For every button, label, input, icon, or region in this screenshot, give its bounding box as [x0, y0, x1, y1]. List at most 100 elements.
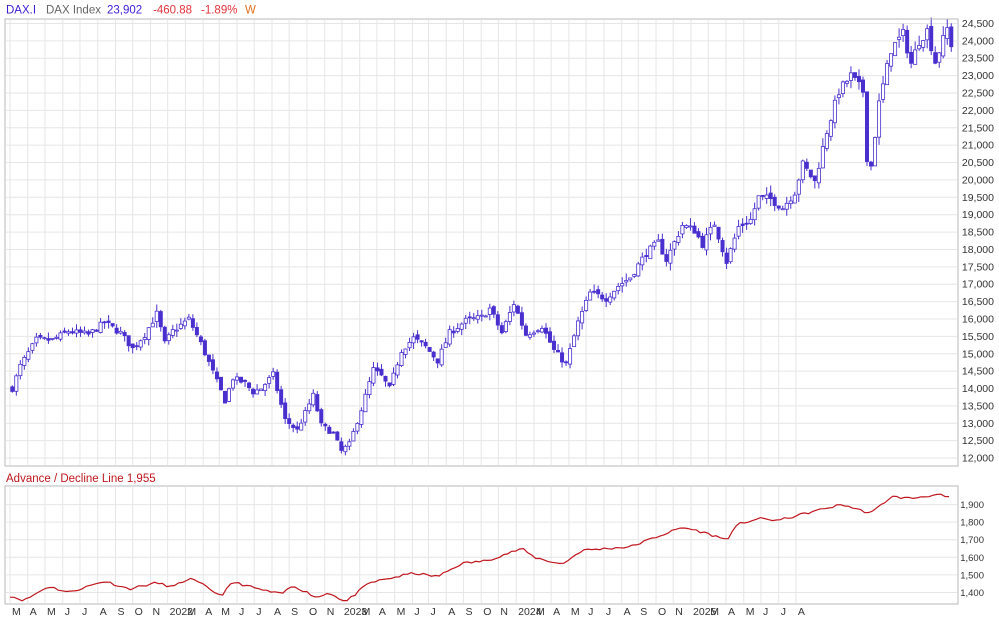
candle-body-up	[439, 348, 444, 366]
candle	[700, 232, 705, 249]
candle	[110, 323, 115, 328]
candle	[889, 53, 894, 72]
candle	[287, 413, 292, 429]
period-label[interactable]: W	[245, 5, 256, 17]
candle-body-down	[929, 25, 934, 52]
candle-body-down	[379, 368, 384, 376]
candle	[118, 326, 123, 335]
candle-body-down	[772, 196, 777, 206]
candle-body-up	[820, 146, 825, 169]
price-grid	[6, 20, 957, 465]
candle	[70, 327, 75, 335]
candle	[672, 240, 677, 256]
candle	[371, 361, 376, 387]
candle-body-up	[170, 329, 175, 336]
candle	[503, 319, 508, 334]
candle-body-up	[98, 321, 103, 333]
candle	[206, 354, 211, 367]
candle-body-up	[186, 316, 191, 320]
price-tick-label: 15,500	[962, 331, 994, 343]
candle-body-down	[660, 238, 665, 255]
candle-body-up	[844, 80, 849, 84]
candle	[142, 333, 147, 345]
time-tick-label: S	[291, 606, 298, 618]
candle-body-down	[720, 240, 725, 253]
candle	[138, 339, 143, 351]
price-tick-label: 21,000	[962, 140, 994, 152]
candle	[158, 309, 163, 332]
candle	[114, 324, 119, 335]
candle-body-up	[271, 371, 276, 377]
candle	[275, 369, 280, 394]
indicator-axis: 1,900 1,800 1,700 1,600 1,500 1,400	[960, 500, 984, 599]
candle	[359, 407, 364, 428]
candle	[820, 138, 825, 169]
candle	[852, 72, 857, 81]
candle	[50, 337, 55, 341]
candle	[311, 389, 316, 408]
candle	[190, 314, 195, 331]
candle	[327, 425, 332, 434]
candle-body-down	[776, 205, 781, 209]
candle	[22, 355, 27, 370]
candle	[122, 330, 127, 342]
candle	[186, 313, 191, 321]
candle-body-down	[38, 334, 43, 338]
time-tick-label: A	[728, 606, 735, 618]
candle	[463, 314, 468, 329]
candle-body-up	[54, 336, 59, 339]
time-tick-label: A	[205, 606, 212, 618]
price-tick-label: 12,000	[962, 453, 994, 465]
candle-body-up	[752, 208, 757, 221]
candle	[812, 175, 817, 189]
candle-body-down	[162, 326, 167, 342]
candle-body-up	[937, 52, 942, 63]
candle	[283, 398, 288, 424]
candle-body-down	[295, 426, 300, 430]
candle	[315, 391, 320, 413]
time-tick-label: A	[798, 606, 805, 618]
candle-body-up	[255, 389, 260, 395]
candle-body-up	[142, 337, 147, 341]
candle-body-down	[222, 390, 227, 404]
candle	[455, 323, 460, 334]
candle	[66, 329, 71, 336]
candle-body-down	[114, 327, 119, 334]
candle-body-down	[467, 316, 472, 319]
candle	[451, 326, 456, 338]
candle-body-up	[479, 314, 484, 317]
candle	[98, 318, 103, 334]
candle-body-up	[873, 137, 878, 167]
time-tick-label: J	[430, 606, 435, 618]
candle	[42, 336, 47, 340]
symbol-label[interactable]: DAX.I	[6, 5, 36, 17]
candle-body-up	[447, 329, 452, 345]
candle	[716, 226, 721, 243]
candle-body-down	[206, 354, 211, 362]
time-tick-label: N	[675, 606, 683, 618]
candle-body-down	[214, 371, 219, 380]
candle-body-down	[431, 351, 436, 358]
price-tick-label: 14,000	[962, 383, 994, 395]
candle	[487, 303, 492, 321]
candle	[18, 360, 23, 380]
price-axis: 24,500 24,000 23,500 23,000 22,500 22,000 21,5…	[962, 18, 994, 465]
candle	[387, 382, 392, 388]
time-tick-label: S	[117, 606, 124, 618]
candle-body-down	[740, 223, 745, 227]
candle	[901, 23, 906, 42]
candle-body-up	[66, 331, 71, 334]
candle-body-down	[435, 358, 440, 364]
candle-body-down	[106, 320, 111, 323]
candle-body-up	[824, 133, 829, 149]
candle-body-up	[50, 337, 55, 340]
time-tick-label: O	[483, 606, 491, 618]
candle	[780, 205, 785, 211]
candle	[222, 390, 227, 404]
candle	[86, 329, 91, 337]
candle	[411, 332, 416, 350]
candle	[893, 42, 898, 57]
candle-body-up	[18, 363, 23, 377]
candle-body-up	[732, 237, 737, 250]
candle-body-up	[608, 296, 613, 303]
